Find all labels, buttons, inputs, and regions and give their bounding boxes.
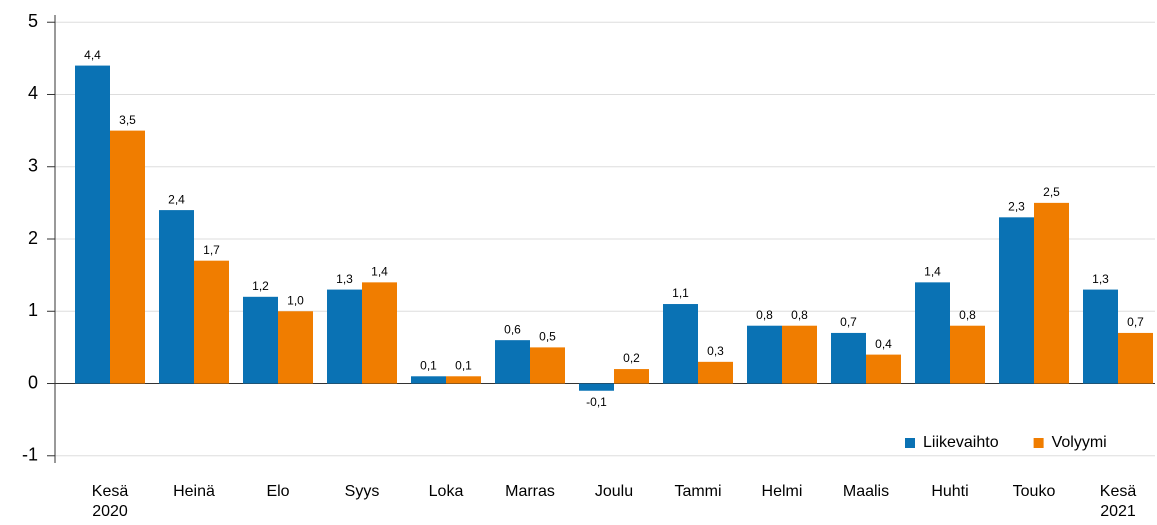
value-label: 0,7	[840, 315, 857, 329]
bar	[495, 340, 530, 384]
x-tick-label: Huhti	[931, 483, 969, 500]
bar	[999, 217, 1034, 384]
bar	[159, 210, 194, 384]
x-tick-label: Joulu	[594, 483, 634, 500]
value-label: 0,1	[455, 358, 472, 372]
value-label: 0,8	[959, 308, 976, 322]
x-tick-label: Kesä 2021	[1099, 483, 1137, 520]
bar	[747, 325, 782, 384]
value-label: 0,7	[1127, 315, 1144, 329]
x-tick-label: Touko	[1012, 483, 1056, 500]
bar	[579, 383, 614, 391]
value-label: 2,5	[1043, 185, 1060, 199]
y-tick-label: 0	[28, 372, 38, 392]
y-tick-label: 1	[28, 300, 38, 320]
value-label: -0,1	[586, 395, 607, 409]
value-label: 0,4	[875, 337, 892, 351]
bar	[530, 347, 565, 384]
x-tick-label: Elo	[266, 483, 290, 500]
value-label: 0,1	[420, 358, 437, 372]
bar	[243, 296, 278, 384]
value-label: 0,8	[791, 308, 808, 322]
value-label: 2,3	[1008, 199, 1025, 213]
x-tick-label: Maalis	[842, 483, 890, 500]
value-label: 4,4	[84, 48, 101, 62]
bar	[950, 325, 985, 384]
bar	[663, 304, 698, 384]
value-label: 1,0	[287, 293, 304, 307]
value-label: 1,7	[203, 243, 220, 257]
bar	[782, 325, 817, 384]
bar	[194, 260, 229, 384]
value-label: 1,4	[371, 265, 388, 279]
bar	[866, 354, 901, 384]
bar	[362, 282, 397, 384]
value-label: 0,6	[504, 322, 521, 336]
x-tick-label: Helmi	[761, 483, 803, 500]
bar	[110, 130, 145, 384]
x-tick-label: Syys	[344, 483, 380, 500]
bar	[614, 369, 649, 384]
value-label: 2,4	[168, 192, 185, 206]
value-label: 1,3	[1092, 272, 1109, 286]
value-label: 1,3	[336, 272, 353, 286]
value-label: 0,5	[539, 330, 556, 344]
x-tick-label: Loka	[428, 483, 464, 500]
value-label: 1,4	[924, 265, 941, 279]
y-tick-label: 5	[28, 11, 38, 31]
bar	[446, 376, 481, 384]
legend-label: Volyymi	[1052, 434, 1107, 451]
x-tick-label: Marras	[505, 483, 555, 500]
bar	[915, 282, 950, 384]
value-label: 1,2	[252, 279, 269, 293]
bar	[1083, 289, 1118, 384]
y-tick-label: -1	[22, 445, 38, 465]
bar	[1118, 332, 1153, 384]
x-tick-label: Tammi	[674, 483, 722, 500]
y-tick-label: 2	[28, 228, 38, 248]
bar	[831, 332, 866, 384]
bar	[278, 311, 313, 384]
value-label: 0,3	[707, 344, 724, 358]
value-label: 0,2	[623, 351, 640, 365]
value-label: 1,1	[672, 286, 689, 300]
value-label: 3,5	[119, 113, 136, 127]
legend-swatch	[1033, 438, 1044, 448]
bar	[698, 361, 733, 384]
y-tick-label: 3	[28, 155, 38, 175]
x-tick-label: Heinä	[173, 483, 215, 500]
bar	[327, 289, 362, 384]
legend-swatch	[905, 438, 915, 448]
bar	[75, 65, 110, 384]
bar	[1034, 202, 1069, 384]
x-tick-label: Kesä 2020	[91, 483, 129, 520]
y-tick-label: 4	[28, 83, 38, 103]
bar	[411, 376, 446, 384]
value-label: 0,8	[756, 308, 773, 322]
legend-label: Liikevaihto	[923, 434, 999, 451]
